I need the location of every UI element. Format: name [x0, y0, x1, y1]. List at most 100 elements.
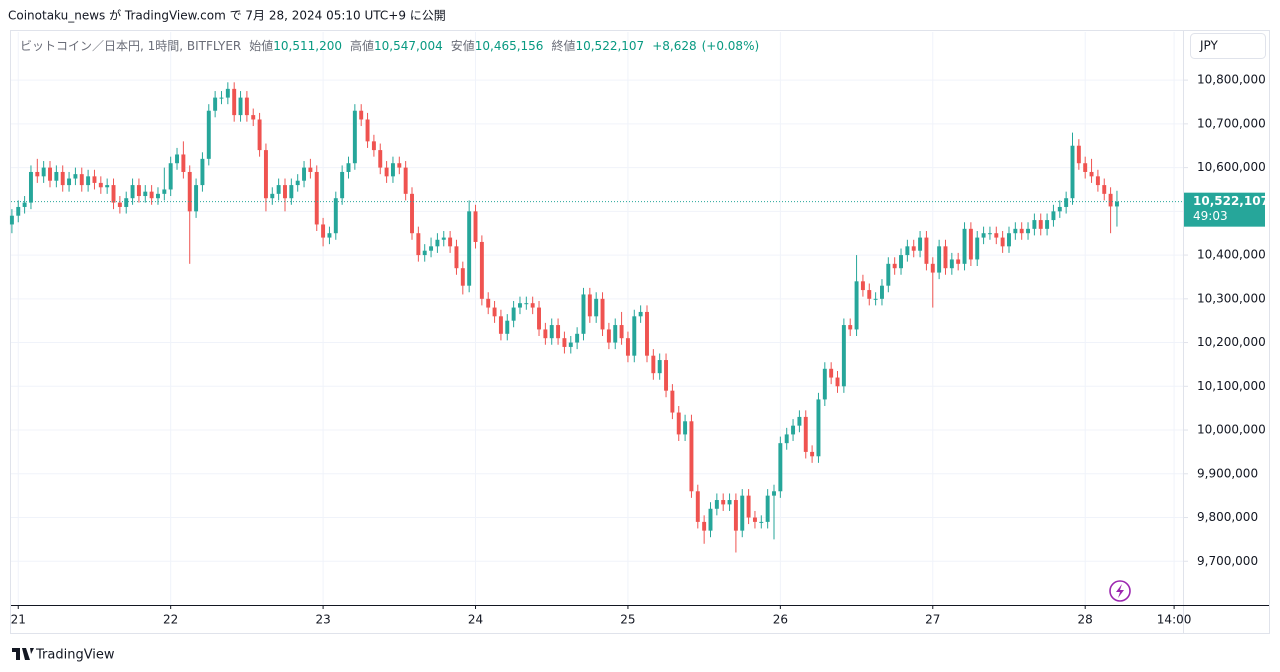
candle-body [791, 425, 796, 435]
candle-body [860, 281, 865, 291]
candle-body [530, 303, 535, 308]
candle-body [981, 233, 986, 238]
candle-body [708, 508, 713, 531]
candle-body [181, 154, 186, 172]
y-tick-label: 10,100,000 [1197, 379, 1266, 393]
candle-body [194, 185, 199, 212]
candle-body [505, 320, 510, 334]
currency[interactable]: JPY [1199, 39, 1219, 53]
candle-body [492, 307, 497, 317]
candle-body [600, 298, 605, 330]
candle-body [797, 416, 802, 426]
candle-body [1070, 145, 1075, 199]
candle-body [454, 246, 459, 269]
candle-body [664, 360, 669, 391]
candle-body [35, 171, 40, 177]
candle-body [92, 176, 97, 183]
candle-body [994, 233, 999, 238]
candle-body [651, 355, 656, 374]
candle-body [581, 294, 586, 334]
candle-body [225, 88, 230, 98]
y-tick-label: 9,700,000 [1197, 554, 1258, 568]
candle-body [1045, 220, 1050, 229]
candle-body [276, 185, 281, 194]
candle-body [270, 193, 275, 199]
high-value: 10,547,004 [374, 39, 443, 53]
change: +8,628 [652, 39, 696, 53]
candle-body [244, 97, 249, 116]
candle-body [105, 185, 110, 188]
candle-body [1076, 145, 1081, 164]
candle-body [213, 97, 218, 111]
x-tick-label: 22 [163, 613, 178, 627]
alert-circle[interactable] [1109, 580, 1131, 602]
candle-body [867, 290, 872, 299]
candle-body [816, 399, 821, 457]
candle-body [657, 360, 662, 374]
candle-body [1007, 233, 1011, 247]
y-tick-label: 10,800,000 [1197, 73, 1266, 87]
candle-body [327, 233, 332, 238]
candle-body [1064, 198, 1069, 207]
candle-body [257, 119, 262, 151]
candle-body [232, 88, 237, 116]
candle-body [238, 97, 243, 116]
candle-body [956, 259, 961, 264]
currency-button[interactable] [1190, 33, 1266, 59]
alert-icon[interactable] [1109, 580, 1131, 602]
candle-body [86, 176, 91, 186]
candle-body [1000, 237, 1005, 247]
candle-body [714, 500, 719, 509]
y-tick-label: 9,800,000 [1197, 510, 1258, 524]
brand: TradingView [35, 648, 115, 663]
brand-logo [12, 648, 34, 660]
candle-body [645, 311, 649, 356]
frame [10, 30, 1270, 634]
y-tick-label: 10,300,000 [1197, 291, 1266, 305]
candle-body [676, 412, 681, 435]
candle-body [911, 246, 916, 251]
candle-body [987, 233, 992, 235]
candle-body [740, 495, 745, 531]
candle-body [587, 294, 592, 317]
alert-bolt[interactable] [1116, 584, 1124, 598]
candle-body [352, 110, 357, 164]
candle-body [556, 325, 561, 339]
candle-body [168, 163, 173, 190]
candle-body [124, 198, 129, 207]
x-tick-label: 28 [1078, 613, 1093, 627]
candle-body [136, 185, 141, 197]
candle-body [784, 434, 789, 444]
candle-body [251, 115, 256, 120]
candle-body [16, 206, 21, 216]
x-tick-label: 27 [925, 613, 940, 627]
candle-body [829, 368, 834, 378]
candle-body [537, 307, 541, 330]
candle-body [156, 193, 160, 199]
candle-body [111, 185, 116, 203]
candle-body [200, 158, 205, 186]
candle-body [892, 263, 897, 269]
candle-body [765, 495, 770, 522]
candle-body [289, 185, 294, 199]
candle-body [549, 325, 554, 339]
candle-body [422, 250, 427, 256]
candle-body [206, 110, 211, 159]
candle-body [22, 202, 27, 207]
candle-body [968, 228, 973, 260]
candle-body [308, 167, 313, 172]
candle-body [340, 171, 345, 199]
candle-body [1032, 220, 1037, 229]
grid [11, 32, 1183, 605]
candle-body [435, 239, 440, 247]
candle-body [73, 174, 78, 179]
published-note: Coinotaku_news が TradingView.com で 7月 28… [8, 8, 446, 23]
candle-body [48, 167, 52, 181]
candle-body [441, 237, 446, 240]
candle-body [346, 163, 351, 172]
candle-body [841, 325, 846, 387]
y-tick-label: 10,600,000 [1197, 160, 1266, 174]
candle-body [371, 141, 376, 151]
high-label: 高値 [350, 38, 374, 53]
